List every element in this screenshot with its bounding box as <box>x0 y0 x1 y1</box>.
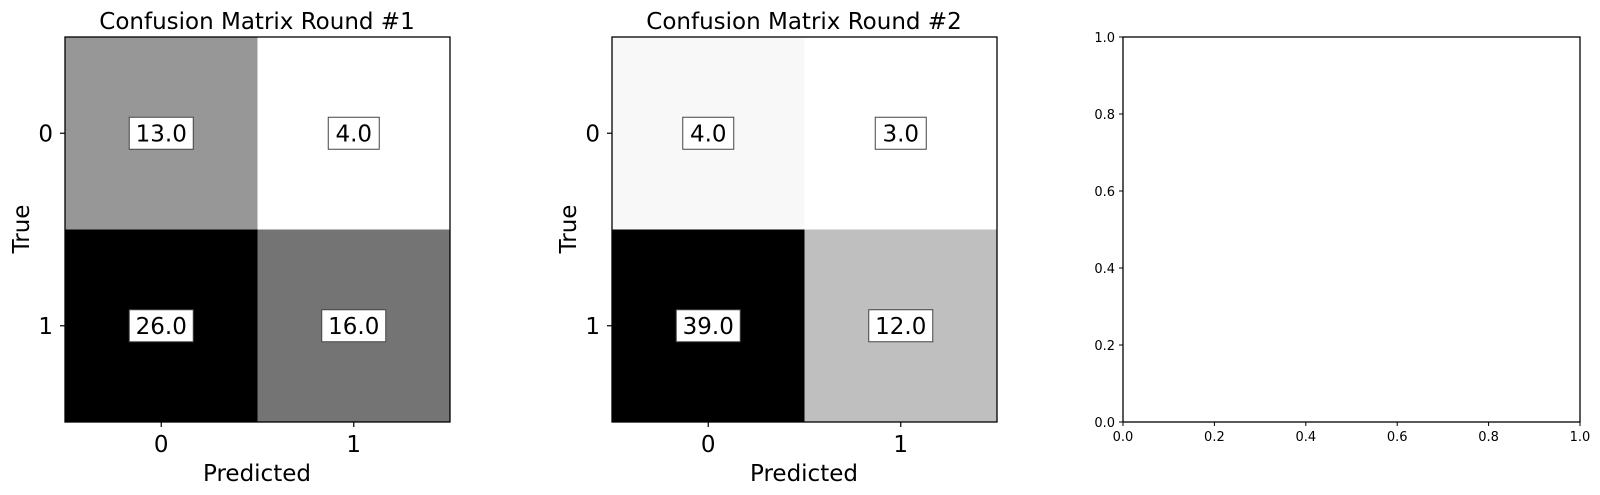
x-tick-label-1-0: 0 <box>154 432 169 458</box>
cells-2: 4.0 3.0 39.0 12.0 <box>612 37 997 422</box>
ticks-3: 0.0 0.2 0.4 0.6 0.8 1.0 0.0 0.2 0.4 0.6 0.8 1.0 <box>1094 31 1590 445</box>
y-tick-label-2-0: 0 <box>585 121 600 147</box>
x-tick-label-3-2: 0.4 <box>1295 430 1316 445</box>
ticks-1: 0 1 0 1 <box>38 121 361 458</box>
confusion-matrix-2: Confusion Matrix Round #2 4.0 3.0 39.0 12.0… <box>556 9 998 487</box>
value-label-1-r1-c1: 16.0 <box>328 314 379 340</box>
y-axis-label-1: True <box>9 205 35 255</box>
x-tick-label-3-4: 0.8 <box>1478 430 1499 445</box>
value-label-2-r0-c1: 3.0 <box>882 121 919 147</box>
value-label-2-r1-c0: 39.0 <box>683 314 734 340</box>
value-label-box-2-r0-c0 <box>682 116 735 150</box>
value-label-box-1-r1-c0 <box>128 309 194 343</box>
cells-1: 13.0 4.0 26.0 16.0 <box>65 37 450 422</box>
y-tick-label-3-4: 0.8 <box>1094 108 1115 123</box>
y-axis-label-2: True <box>556 205 582 255</box>
value-label-2-r0-c0: 4.0 <box>690 121 727 147</box>
plot-frame-2 <box>611 36 998 423</box>
value-label-1-r0-c1: 4.0 <box>335 121 372 147</box>
y-tick-label-3-1: 0.2 <box>1094 339 1115 354</box>
value-label-box-1-r0-c0 <box>128 116 194 150</box>
empty-axes: 0.0 0.2 0.4 0.6 0.8 1.0 0.0 0.2 0.4 0.6 0.8 1.0 <box>1094 31 1590 445</box>
y-tick-label-2-1: 1 <box>585 314 600 340</box>
x-axis-label-1: Predicted <box>203 461 311 487</box>
x-tick-label-3-5: 1.0 <box>1570 430 1591 445</box>
y-tick-label-1-0: 0 <box>38 121 53 147</box>
x-tick-label-2-0: 0 <box>701 432 716 458</box>
value-label-box-2-r1-c1 <box>868 309 934 343</box>
y-tick-label-3-3: 0.6 <box>1094 185 1115 200</box>
y-tick-label-3-5: 1.0 <box>1094 31 1115 46</box>
value-label-box-1-r1-c1 <box>321 309 387 343</box>
x-tick-label-2-1: 1 <box>893 432 908 458</box>
y-tick-label-3-2: 0.4 <box>1094 262 1115 277</box>
value-label-1-r0-c0: 13.0 <box>136 121 187 147</box>
value-label-box-2-r1-c0 <box>675 309 741 343</box>
x-tick-label-1-1: 1 <box>346 432 361 458</box>
plot-frame-3 <box>1122 36 1581 423</box>
x-tick-label-3-0: 0.0 <box>1113 430 1134 445</box>
confusion-matrix-1: Confusion Matrix Round #1 13.0 4.0 26.0 16.… <box>9 9 451 487</box>
plot-frame-1 <box>64 36 451 423</box>
y-tick-label-3-0: 0.0 <box>1094 416 1115 431</box>
chart-title-2: Confusion Matrix Round #2 <box>646 9 961 35</box>
value-label-box-2-r0-c1 <box>874 116 927 150</box>
value-label-2-r1-c1: 12.0 <box>875 314 926 340</box>
x-tick-label-3-1: 0.2 <box>1204 430 1225 445</box>
ticks-2: 0 1 0 1 <box>585 121 908 458</box>
value-label-box-1-r0-c1 <box>327 116 380 150</box>
x-axis-label-2: Predicted <box>750 461 858 487</box>
chart-title-1: Confusion Matrix Round #1 <box>99 9 414 35</box>
y-tick-label-1-1: 1 <box>38 314 53 340</box>
x-tick-label-3-3: 0.6 <box>1387 430 1408 445</box>
value-label-1-r1-c0: 26.0 <box>136 314 187 340</box>
